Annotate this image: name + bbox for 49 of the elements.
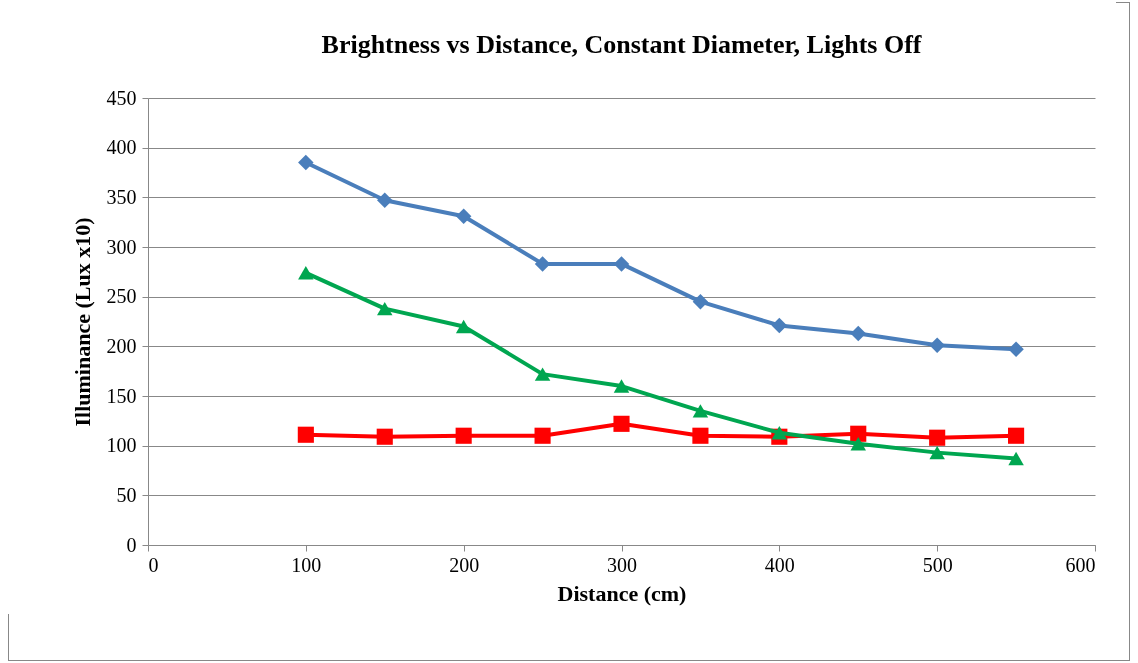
- point: [376, 428, 393, 445]
- point: [1008, 341, 1024, 358]
- point: [613, 415, 630, 432]
- point: [613, 256, 630, 272]
- y-tick-label: 300: [106, 235, 137, 258]
- point: [377, 192, 393, 209]
- x-tick-label: 100: [291, 553, 322, 576]
- chart-title: Brightness vs Distance, Constant Diameter, Lights Off: [321, 30, 922, 59]
- y-tick-label: 100: [106, 434, 137, 457]
- point: [771, 426, 788, 440]
- point: [1008, 451, 1024, 466]
- point: [534, 256, 551, 272]
- y-tick-label: 50: [116, 483, 137, 506]
- point: [534, 367, 551, 381]
- y-tick-label: 200: [106, 334, 137, 357]
- x-axis-title: Distance (cm): [557, 580, 687, 606]
- y-tick-label: 350: [106, 185, 137, 208]
- x-tick-label: 300: [607, 553, 637, 576]
- point: [455, 427, 472, 444]
- y-tick-label: 150: [106, 384, 137, 407]
- point: [455, 319, 472, 334]
- point: [692, 427, 709, 444]
- point: [929, 337, 945, 354]
- y-tick-label: 450: [106, 86, 137, 109]
- point: [534, 427, 551, 444]
- point: [298, 266, 314, 280]
- point: [850, 425, 867, 442]
- point: [297, 426, 314, 443]
- point: [377, 301, 393, 316]
- x-tick-label: 200: [449, 553, 480, 576]
- y-axis-title: Illuminance (Lux x10): [69, 217, 95, 427]
- x-tick-label: 500: [922, 553, 953, 576]
- x-tick-label: 0: [148, 553, 159, 576]
- point: [929, 429, 946, 446]
- y-tick-label: 0: [126, 533, 137, 556]
- x-tick-label: 600: [1065, 553, 1096, 576]
- point: [850, 325, 866, 342]
- point: [298, 154, 314, 171]
- point: [771, 317, 788, 334]
- y-tick-label: 250: [106, 285, 137, 308]
- point: [692, 404, 709, 418]
- y-tick-label: 400: [106, 136, 137, 159]
- point: [929, 445, 945, 460]
- point: [1008, 427, 1025, 444]
- point: [613, 379, 630, 393]
- x-tick-label: 400: [764, 553, 795, 576]
- point: [455, 208, 472, 224]
- point: [692, 293, 709, 310]
- point: [850, 436, 866, 451]
